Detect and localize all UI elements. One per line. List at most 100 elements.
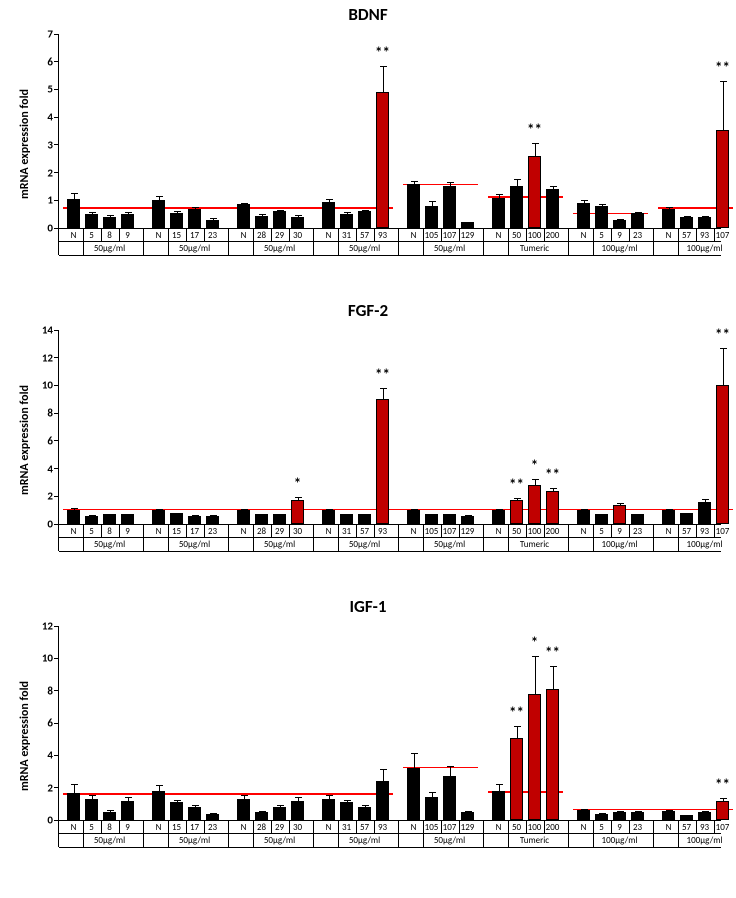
bar [461,812,474,820]
y-tick-mark [54,385,59,386]
chart-title: BDNF [0,4,736,25]
x-group-label: Tumeric [520,539,549,550]
significance-marker: ** [715,326,730,344]
chart-bdnf: BDNFmRNA expression fold01234567******N5… [0,0,736,296]
y-tick-mark [54,172,59,173]
x-tick-label: N [666,230,672,241]
x-cell-separator [714,820,715,833]
y-axis-label: mRNA expression fold [18,681,32,791]
error-bar [92,795,93,800]
plot-area: 02468101214**********N589N151723N282930N… [58,330,721,525]
bar [103,812,116,820]
x-tick-label: 200 [546,230,560,241]
x-tick-label: 107 [443,822,457,833]
error-bar [687,513,688,514]
error-bar [432,792,433,798]
error-bar [280,805,281,808]
x-group-separator [568,228,569,255]
x-group-label: 50µg/ml [349,835,380,846]
x-tick-label: 9 [125,822,130,833]
y-tick-label: 0 [31,814,53,827]
x-cell-separator [186,524,187,537]
error-bar [195,805,196,808]
x-axis-tier-separator [59,241,721,242]
bar [425,514,438,524]
x-group-label: 50µg/ml [94,835,125,846]
y-tick-label: 14 [31,324,53,337]
x-cell-separator [611,820,612,833]
error-bar [110,810,111,813]
bar [577,810,590,820]
error-bar [620,219,621,220]
x-n-separator [253,228,254,255]
chart-igf-1: IGF-1mRNA expression fold024681012******… [0,592,736,888]
significance-marker: ** [527,121,542,139]
x-group-separator [483,228,484,255]
x-group-separator [143,820,144,847]
bar [631,514,644,524]
x-tick-label: 93 [378,230,387,241]
x-group-label: 100µg/ml [602,835,638,846]
x-tick-label: 28 [257,526,266,537]
bar [85,799,98,820]
x-tick-label: 57 [682,822,691,833]
x-n-separator [508,820,509,847]
y-tick-mark [54,144,59,145]
error-bar [517,726,518,739]
error-bar [177,211,178,214]
x-tick-label: N [326,822,332,833]
x-group-label: 100µg/ml [602,539,638,550]
x-cell-separator [356,820,357,833]
bar [188,807,201,820]
error-bar [262,514,263,515]
error-bar [584,200,585,204]
error-bar [244,509,245,511]
y-tick-label: 0 [31,518,53,531]
error-bar [347,800,348,803]
x-cell-separator [459,820,460,833]
x-n-separator [338,820,339,847]
bar [291,801,304,820]
x-cell-separator [289,820,290,833]
error-bar [584,809,585,811]
x-cell-separator [459,524,460,537]
x-group-separator [58,228,59,255]
error-bar [705,811,706,813]
x-tick-label: N [581,526,587,537]
x-tick-label: 200 [546,526,560,537]
bar [188,516,201,524]
x-tick-label: N [156,822,162,833]
y-tick-label: 3 [31,138,53,151]
significance-marker: ** [715,776,730,794]
charts-figure: BDNFmRNA expression fold01234567******N5… [0,0,736,888]
bar [595,206,608,228]
x-tick-label: N [71,822,77,833]
x-tick-label: 105 [425,526,439,537]
x-n-separator [678,524,679,551]
reference-line [573,809,733,811]
bar [595,514,608,524]
x-group-separator [653,524,654,551]
bar [340,802,353,820]
x-group-label: 100µg/ml [687,835,723,846]
error-bar [347,514,348,515]
x-cell-separator [119,820,120,833]
x-tick-label: N [71,526,77,537]
y-tick-mark [54,61,59,62]
x-group-separator [568,524,569,551]
bar [237,204,250,228]
bar [376,781,389,820]
bar [510,186,523,228]
x-tick-label: 129 [461,822,475,833]
x-tick-label: N [496,230,502,241]
x-group-separator [568,820,569,847]
y-tick-label: 6 [31,434,53,447]
x-cell-separator [544,228,545,241]
x-tick-label: N [496,526,502,537]
y-tick-mark [54,468,59,469]
x-group-label: 50µg/ml [179,243,210,254]
x-cell-separator [101,524,102,537]
x-cell-separator [696,820,697,833]
x-cell-separator [696,524,697,537]
bar [152,510,165,524]
